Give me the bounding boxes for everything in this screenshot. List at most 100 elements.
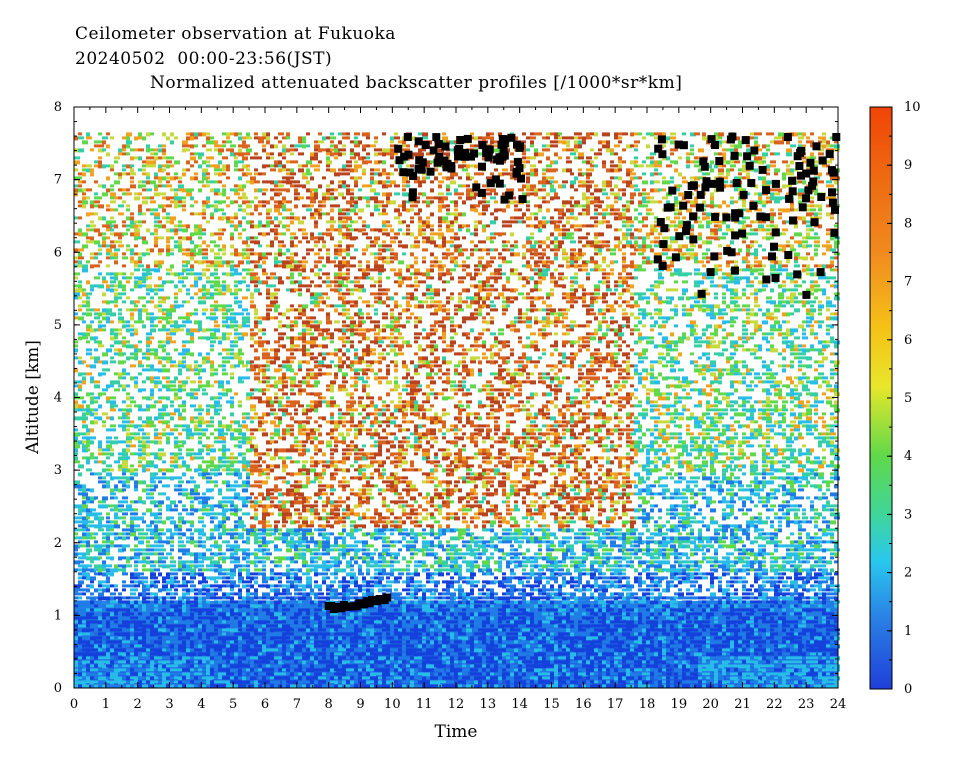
heat-cell [246, 312, 250, 316]
heat-cell [374, 208, 380, 212]
heat-cell [630, 176, 634, 181]
heat-cell [370, 240, 374, 244]
heat-cell [146, 208, 150, 212]
heat-cell [94, 336, 98, 340]
heat-cell [126, 208, 130, 212]
heat-cell [202, 308, 208, 312]
heat-cell [454, 192, 458, 196]
heat-cell [298, 336, 304, 341]
heat-cell [774, 200, 780, 204]
heat-cell [654, 244, 658, 248]
heat-cell [342, 212, 348, 216]
heat-cell [550, 276, 556, 280]
heat-cell [826, 328, 830, 332]
heat-cell [590, 240, 594, 245]
heat-cell [306, 160, 312, 165]
heat-cell [218, 288, 222, 293]
heat-cell [522, 192, 526, 196]
heat-cell [730, 324, 734, 328]
heat-cell [802, 216, 806, 221]
heat-cell [394, 324, 398, 329]
heat-cell [174, 272, 180, 277]
heat-cell [534, 344, 538, 349]
heat-cell [486, 192, 492, 196]
heat-cell [94, 228, 100, 233]
heat-cell [126, 172, 130, 176]
heat-cell [318, 204, 324, 208]
heat-cell [74, 188, 78, 193]
heat-cell [582, 268, 588, 272]
heat-cell [574, 288, 578, 293]
heat-cell [426, 160, 432, 165]
heat-cell [694, 272, 700, 276]
heat-cell [246, 152, 250, 156]
heat-cell [814, 252, 818, 257]
heat-cell [530, 288, 534, 293]
heat-cell [378, 292, 384, 296]
heat-cell [438, 204, 444, 209]
heat-cell [810, 196, 814, 200]
heat-cell [266, 244, 270, 248]
heat-cell [678, 156, 682, 160]
heat-cell [498, 340, 502, 345]
heat-cell [330, 280, 336, 284]
heat-cell [318, 248, 322, 252]
heat-cell [566, 216, 570, 220]
heat-cell [570, 344, 574, 348]
heat-cell [282, 176, 286, 180]
heat-cell [126, 224, 130, 228]
heat-cell [502, 220, 506, 224]
heat-cell [214, 148, 218, 152]
heat-cell [586, 224, 592, 228]
heat-cell [142, 136, 146, 141]
heat-cell [554, 280, 558, 285]
heat-cell [238, 272, 242, 276]
heat-cell [186, 300, 190, 304]
heat-cell [314, 296, 318, 301]
heat-cell [390, 336, 394, 340]
heat-cell [502, 168, 508, 172]
heat-cell [330, 192, 334, 196]
heat-cell [474, 204, 480, 208]
heat-cell [642, 160, 646, 164]
heat-cell [670, 220, 676, 224]
heat-cell [626, 180, 632, 185]
heat-cell [618, 240, 622, 245]
heat-cell [442, 216, 448, 221]
heat-cell [774, 260, 778, 265]
heat-cell [130, 168, 134, 173]
heat-cell [754, 292, 758, 296]
heat-cell [366, 272, 370, 276]
heat-cell [430, 328, 434, 332]
heat-cell [314, 188, 318, 193]
heat-cell [722, 328, 726, 332]
heat-cell [510, 220, 514, 224]
heat-cell [102, 224, 106, 228]
heat-cell [546, 200, 550, 204]
heat-cell [350, 176, 354, 180]
heat-cell [126, 328, 130, 333]
heat-cell [426, 288, 430, 292]
heat-cell [254, 168, 258, 172]
heat-cell [342, 332, 346, 336]
heat-cell [154, 316, 158, 320]
heat-cell [618, 276, 622, 280]
heat-cell [546, 156, 550, 161]
heat-cell [82, 304, 86, 308]
heat-cell [214, 208, 218, 213]
heat-cell [242, 192, 246, 197]
heat-cell [798, 344, 802, 348]
heat-cell [310, 340, 316, 345]
heat-cell [206, 244, 210, 248]
heat-cell [310, 216, 316, 220]
heat-cell [602, 244, 608, 248]
heat-cell [358, 320, 364, 325]
heat-cell [690, 296, 694, 300]
heat-cell [570, 340, 576, 345]
heat-cell [734, 264, 738, 268]
heat-cell [614, 196, 618, 200]
heat-cell [78, 256, 84, 260]
heat-cell [242, 164, 248, 169]
heat-cell [362, 248, 368, 252]
heat-cell [438, 196, 444, 201]
